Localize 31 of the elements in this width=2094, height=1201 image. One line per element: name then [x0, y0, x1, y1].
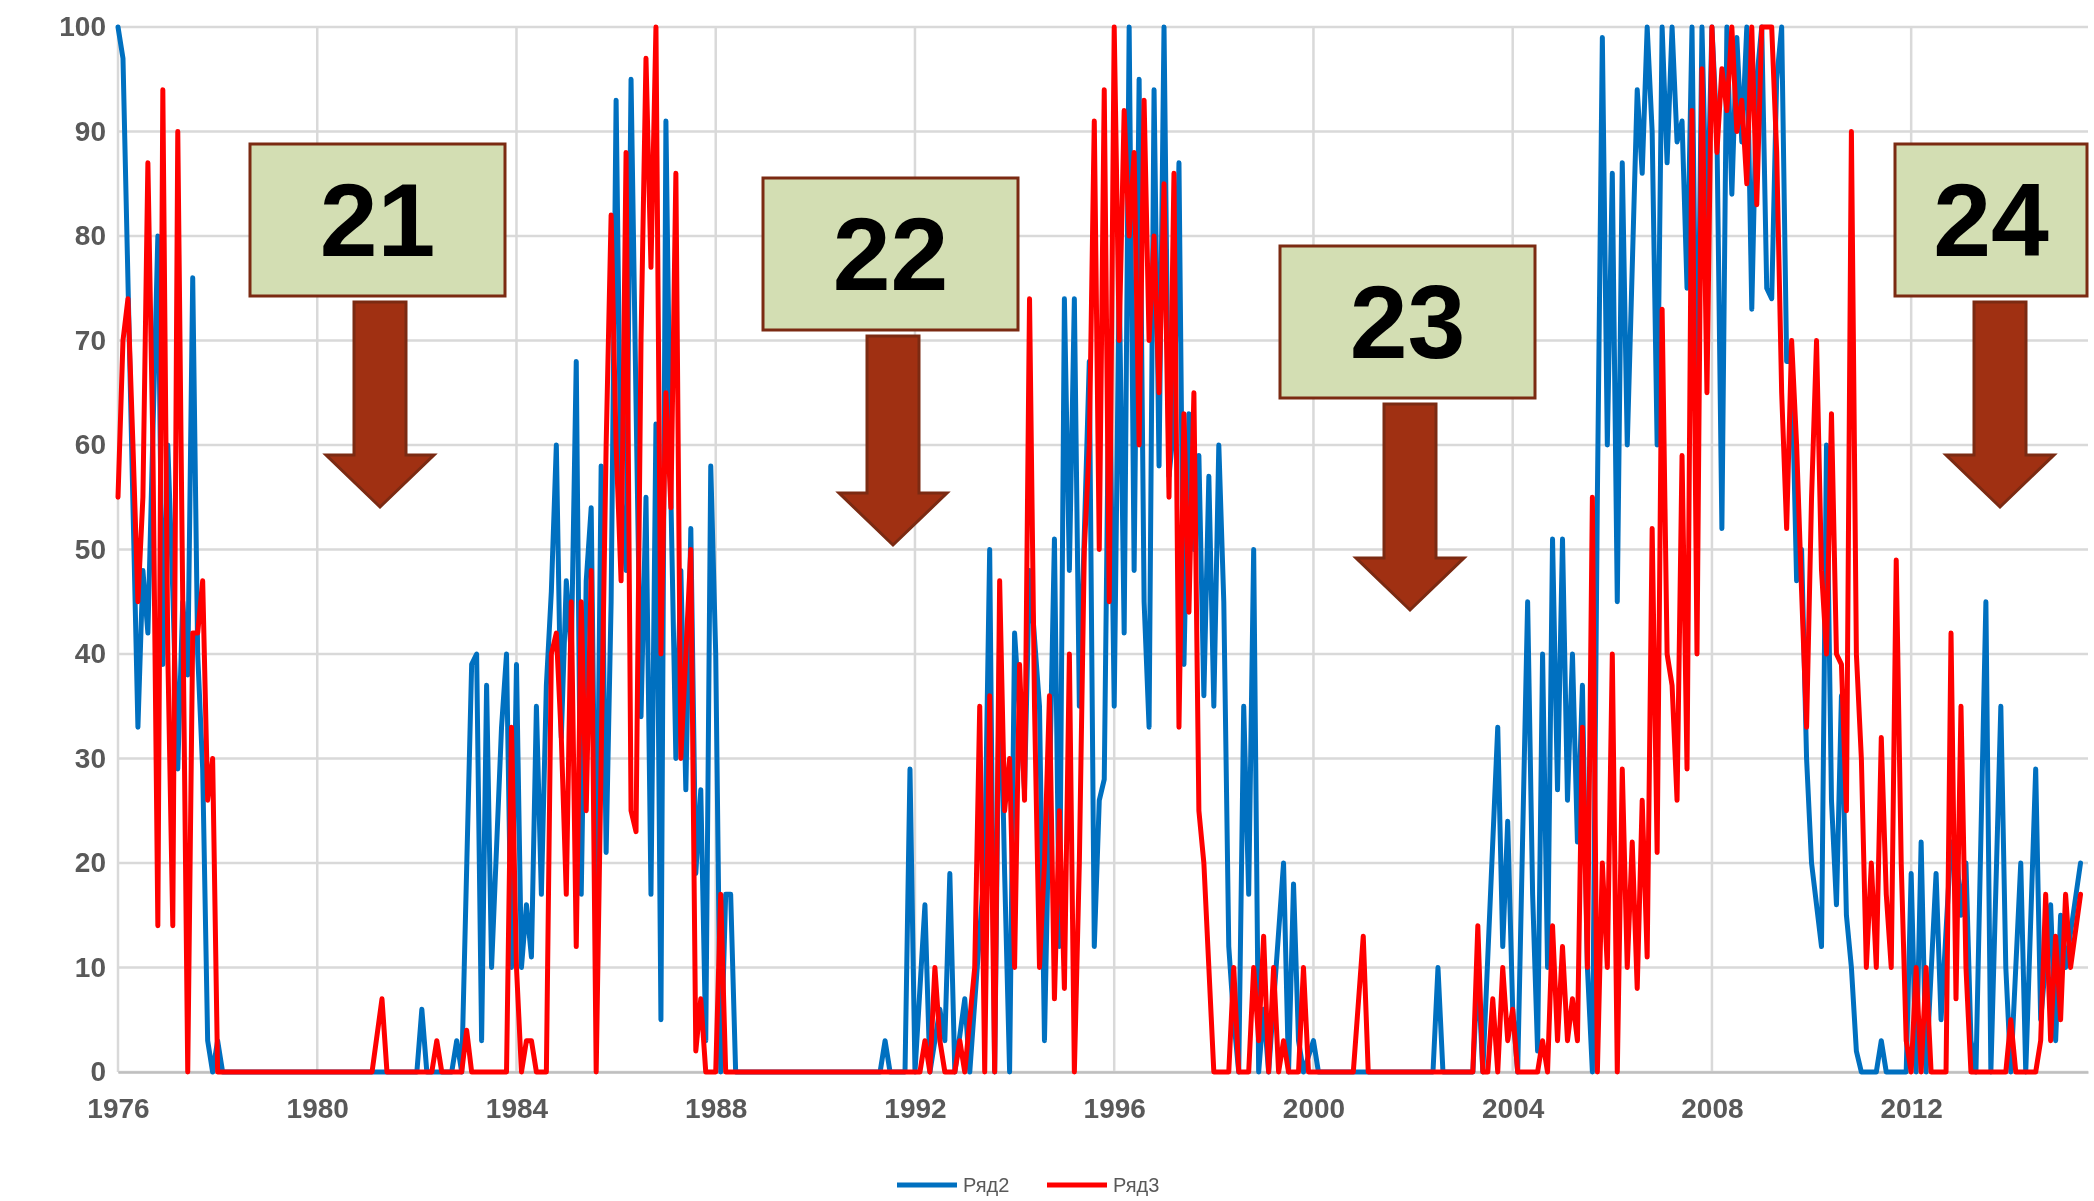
annotation: 23: [1349, 264, 1466, 380]
x-tick-label: 1984: [485, 1092, 549, 1124]
x-tick-label: 2008: [1681, 1092, 1744, 1124]
callout-box: 24: [1893, 142, 2089, 298]
x-tick-label: 1980: [286, 1092, 349, 1124]
x-tick-label: 2012: [1880, 1092, 1943, 1124]
y-tick-label: 90: [74, 115, 106, 147]
y-tick-label: 10: [74, 951, 106, 983]
y-tick-label: 80: [74, 220, 106, 252]
x-tick-label: 1992: [884, 1092, 947, 1124]
x-tick-label: 2004: [1482, 1092, 1545, 1124]
x-tick-label: 2000: [1282, 1092, 1346, 1124]
y-tick-label: 20: [74, 847, 106, 879]
callout-box: 22: [761, 176, 1020, 332]
y-tick-label: 60: [74, 429, 106, 461]
x-tick-label: 1996: [1083, 1092, 1146, 1124]
annotation: 21: [319, 162, 436, 278]
x-tick-label: 1976: [87, 1092, 150, 1124]
y-tick-label: 70: [74, 324, 106, 356]
annotation: 22: [832, 196, 949, 312]
y-tick-label: 30: [74, 742, 106, 774]
y-tick-label: 0: [90, 1056, 106, 1088]
annotation: 24: [1933, 162, 2049, 278]
y-tick-label: 100: [59, 11, 106, 43]
callout-box: 21: [248, 142, 507, 298]
legend-label: Ряд2: [963, 1174, 1010, 1196]
y-tick-label: 40: [74, 638, 106, 670]
callout-box: 23: [1278, 244, 1537, 400]
legend-label: Ряд3: [1113, 1174, 1160, 1196]
x-tick-label: 1988: [685, 1092, 748, 1124]
y-tick-label: 50: [74, 533, 106, 565]
